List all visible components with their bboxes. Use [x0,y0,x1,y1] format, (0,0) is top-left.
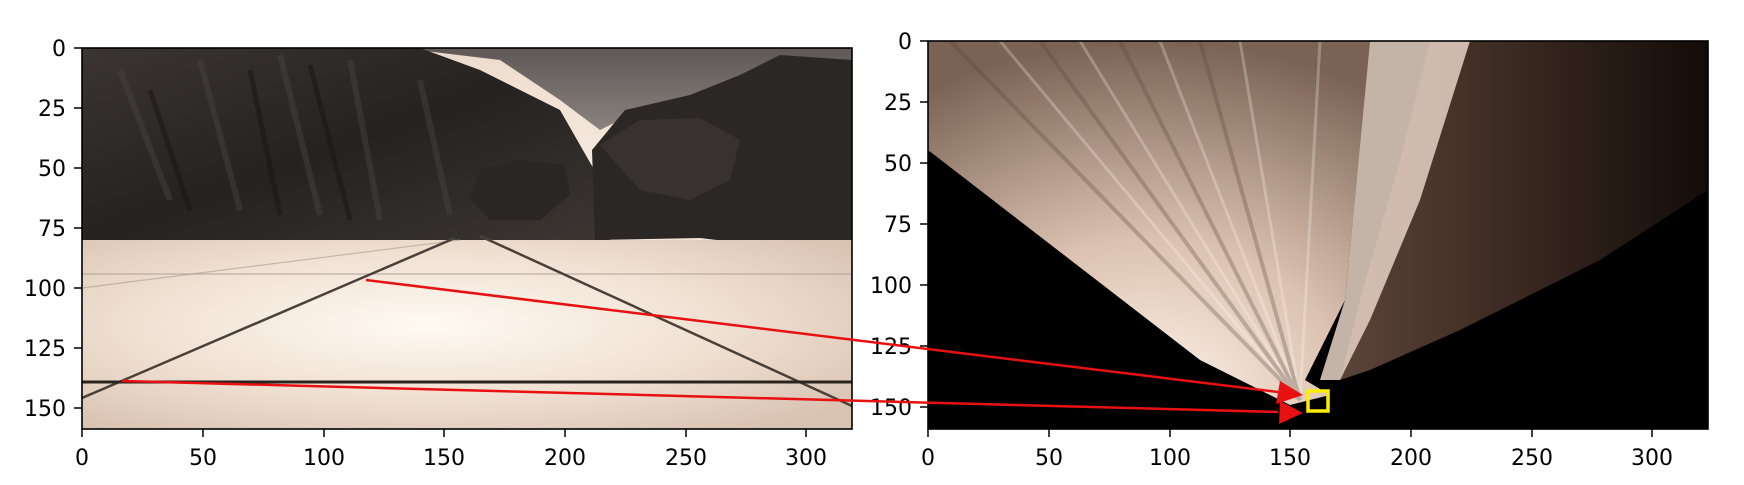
left-x-tick-label: 300 [785,446,827,471]
right-y-tick-label: 0 [898,30,912,55]
right-x-axis: 0 50 100 150 200 250 300 [921,429,1673,471]
right-x-tick-label: 200 [1390,446,1432,471]
left-x-tick-label: 150 [423,446,465,471]
right-x-tick-label: 0 [921,446,935,471]
right-y-tick-label: 25 [884,91,912,116]
left-x-tick-label: 200 [544,446,586,471]
right-y-tick-label: 125 [870,335,912,360]
left-x-tick-label: 250 [665,446,707,471]
marker-box [1306,389,1330,413]
right-y-tick-label: 50 [884,152,912,177]
left-plot-frame [81,47,853,430]
right-y-tick-label: 75 [884,213,912,238]
left-x-tick-label: 50 [189,446,217,471]
lower-mapping-arrow [121,379,1279,414]
right-y-tick-label: 100 [870,274,912,299]
left-x-tick-label: 0 [75,446,89,471]
left-x-tick-label: 100 [303,446,345,471]
right-y-axis: 0 25 50 75 100 125 150 [870,30,928,421]
left-y-tick-label: 125 [24,337,66,362]
left-x-axis: 0 50 100 150 200 250 300 [75,429,827,471]
right-plot-frame [927,40,1709,430]
left-y-tick-label: 25 [38,97,66,122]
camera-image [82,48,852,429]
right-y-tick-label: 150 [870,396,912,421]
left-y-tick-label: 75 [38,217,66,242]
camera-view-panel: 0 50 100 150 200 250 300 0 25 50 75 100 … [24,37,853,471]
left-y-tick-label: 150 [24,397,66,422]
upper-arrowhead-icon [1276,381,1303,404]
warped-image [928,41,1708,429]
right-x-tick-label: 300 [1631,446,1673,471]
right-x-tick-label: 100 [1149,446,1191,471]
mapping-arrows [121,278,1303,424]
lower-arrowhead-icon [1279,401,1303,424]
left-y-axis: 0 25 50 75 100 125 150 [24,37,82,422]
right-x-tick-label: 150 [1269,446,1311,471]
right-x-tick-label: 50 [1035,446,1063,471]
right-x-tick-label: 250 [1511,446,1553,471]
left-y-tick-label: 100 [24,277,66,302]
left-y-tick-label: 0 [52,37,66,62]
left-y-tick-label: 50 [38,157,66,182]
warped-view-panel: 0 50 100 150 200 250 300 0 25 50 75 100 … [870,30,1709,471]
upper-mapping-arrow [365,278,1279,394]
